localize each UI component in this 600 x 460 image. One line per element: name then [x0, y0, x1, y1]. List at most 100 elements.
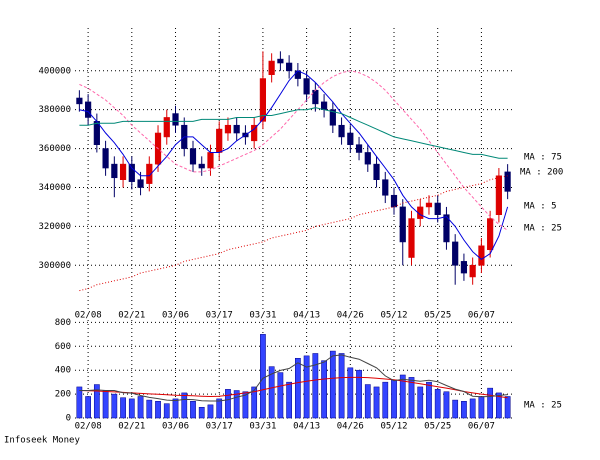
volume-bar: [137, 396, 144, 419]
candle-body: [504, 171, 511, 192]
x-tick-label: 04/26: [337, 422, 364, 432]
volume-bar: [207, 404, 214, 419]
candle-body: [102, 148, 109, 169]
x-tick-label: 03/31: [249, 311, 276, 321]
candle-body: [303, 78, 310, 95]
candle-body: [390, 194, 398, 208]
candle-body: [277, 58, 284, 64]
y-tick-label: 380000: [38, 105, 71, 115]
volume-bar: [417, 386, 424, 419]
x-tick-label: 04/13: [293, 422, 320, 432]
volume-bar: [225, 389, 231, 419]
candle-body: [495, 175, 502, 216]
candle-body: [312, 89, 319, 105]
volume-bar: [364, 384, 371, 419]
volume-bar: [399, 374, 406, 419]
volume-bar: [443, 391, 450, 419]
candle-body: [443, 214, 450, 243]
x-tick-label: 04/26: [337, 311, 364, 321]
volume-bar: [163, 403, 170, 419]
x-tick-label: 02/08: [75, 422, 102, 432]
volume-bar: [469, 398, 476, 419]
candle-body: [329, 109, 336, 126]
legend-label: MA : 5: [524, 202, 557, 212]
candle-body: [189, 148, 197, 165]
volume-bar: [260, 334, 266, 419]
volume-bar: [504, 396, 511, 419]
legend-label: MA : 75: [524, 153, 562, 163]
y-tick-label: 800: [55, 318, 71, 328]
x-tick-label: 02/08: [75, 311, 102, 321]
volume-bar: [111, 393, 118, 419]
volume-bar: [321, 360, 327, 419]
candle-body: [425, 202, 433, 208]
y-tick-label: 360000: [38, 144, 71, 154]
y-tick-label: 0: [66, 414, 71, 424]
candle-body: [373, 163, 380, 180]
candle-body: [111, 163, 118, 179]
candle-body: [487, 218, 494, 251]
y-tick-label: 200: [55, 390, 71, 400]
volume-bar: [478, 396, 485, 419]
volume-bar: [382, 381, 389, 419]
candle-body: [286, 62, 293, 72]
x-tick-label: 05/12: [380, 311, 407, 321]
candle-body: [233, 124, 240, 134]
volume-bar: [487, 387, 494, 419]
x-tick-label: 02/21: [118, 422, 145, 432]
volume-bar: [155, 401, 161, 419]
x-tick-label: 03/06: [162, 311, 189, 321]
candle-body: [259, 78, 267, 122]
x-tick-label: 03/17: [206, 422, 233, 432]
x-tick-label: 02/21: [118, 311, 145, 321]
volume-bar: [146, 399, 153, 419]
volume-bar: [233, 390, 240, 419]
y-tick-label: 400: [55, 366, 71, 376]
candle-body: [163, 117, 170, 138]
ma-line: [79, 376, 508, 399]
volume-bar: [373, 386, 380, 419]
ma-line: [79, 70, 509, 261]
x-tick-label: 05/25: [424, 422, 451, 432]
volume-bar: [329, 350, 336, 419]
candle-body: [478, 245, 485, 266]
volume-bar: [338, 353, 345, 419]
x-tick-label: 03/06: [162, 422, 189, 432]
volume-bar: [461, 401, 467, 419]
y-tick-label: 600: [55, 342, 71, 352]
candle-body: [128, 163, 135, 182]
candle-body: [355, 144, 363, 153]
y-tick-label: 300000: [38, 261, 71, 271]
legend-label: MA : 25: [524, 401, 562, 411]
ma-line: [79, 354, 508, 402]
candle-body: [76, 97, 83, 105]
candle-body: [198, 163, 205, 169]
volume-bar: [251, 386, 258, 419]
volume-bar: [356, 369, 362, 419]
volume-bar: [190, 401, 196, 419]
ma-line: [79, 175, 508, 292]
legend-label: MA : 25: [524, 224, 562, 234]
candle-body: [268, 60, 275, 75]
volume-bar: [391, 379, 397, 419]
volume-bar: [76, 386, 83, 419]
volume-bar: [452, 399, 459, 419]
candle-body: [207, 152, 214, 169]
volume-bar: [242, 391, 249, 419]
candle-body: [469, 264, 476, 278]
candle-body: [172, 113, 179, 126]
volume-bar: [85, 396, 91, 419]
volume-bar: [294, 357, 301, 419]
candle-body: [408, 218, 415, 258]
y-tick-label: 340000: [38, 183, 71, 193]
candle-body: [460, 261, 468, 274]
candle-body: [320, 101, 328, 110]
candle-body: [137, 179, 144, 188]
candle-body: [224, 124, 232, 134]
candle-body: [251, 124, 258, 142]
volume-bar: [181, 392, 188, 419]
candle-body: [452, 241, 459, 266]
x-tick-label: 06/07: [468, 422, 495, 432]
candle-body: [216, 128, 223, 153]
